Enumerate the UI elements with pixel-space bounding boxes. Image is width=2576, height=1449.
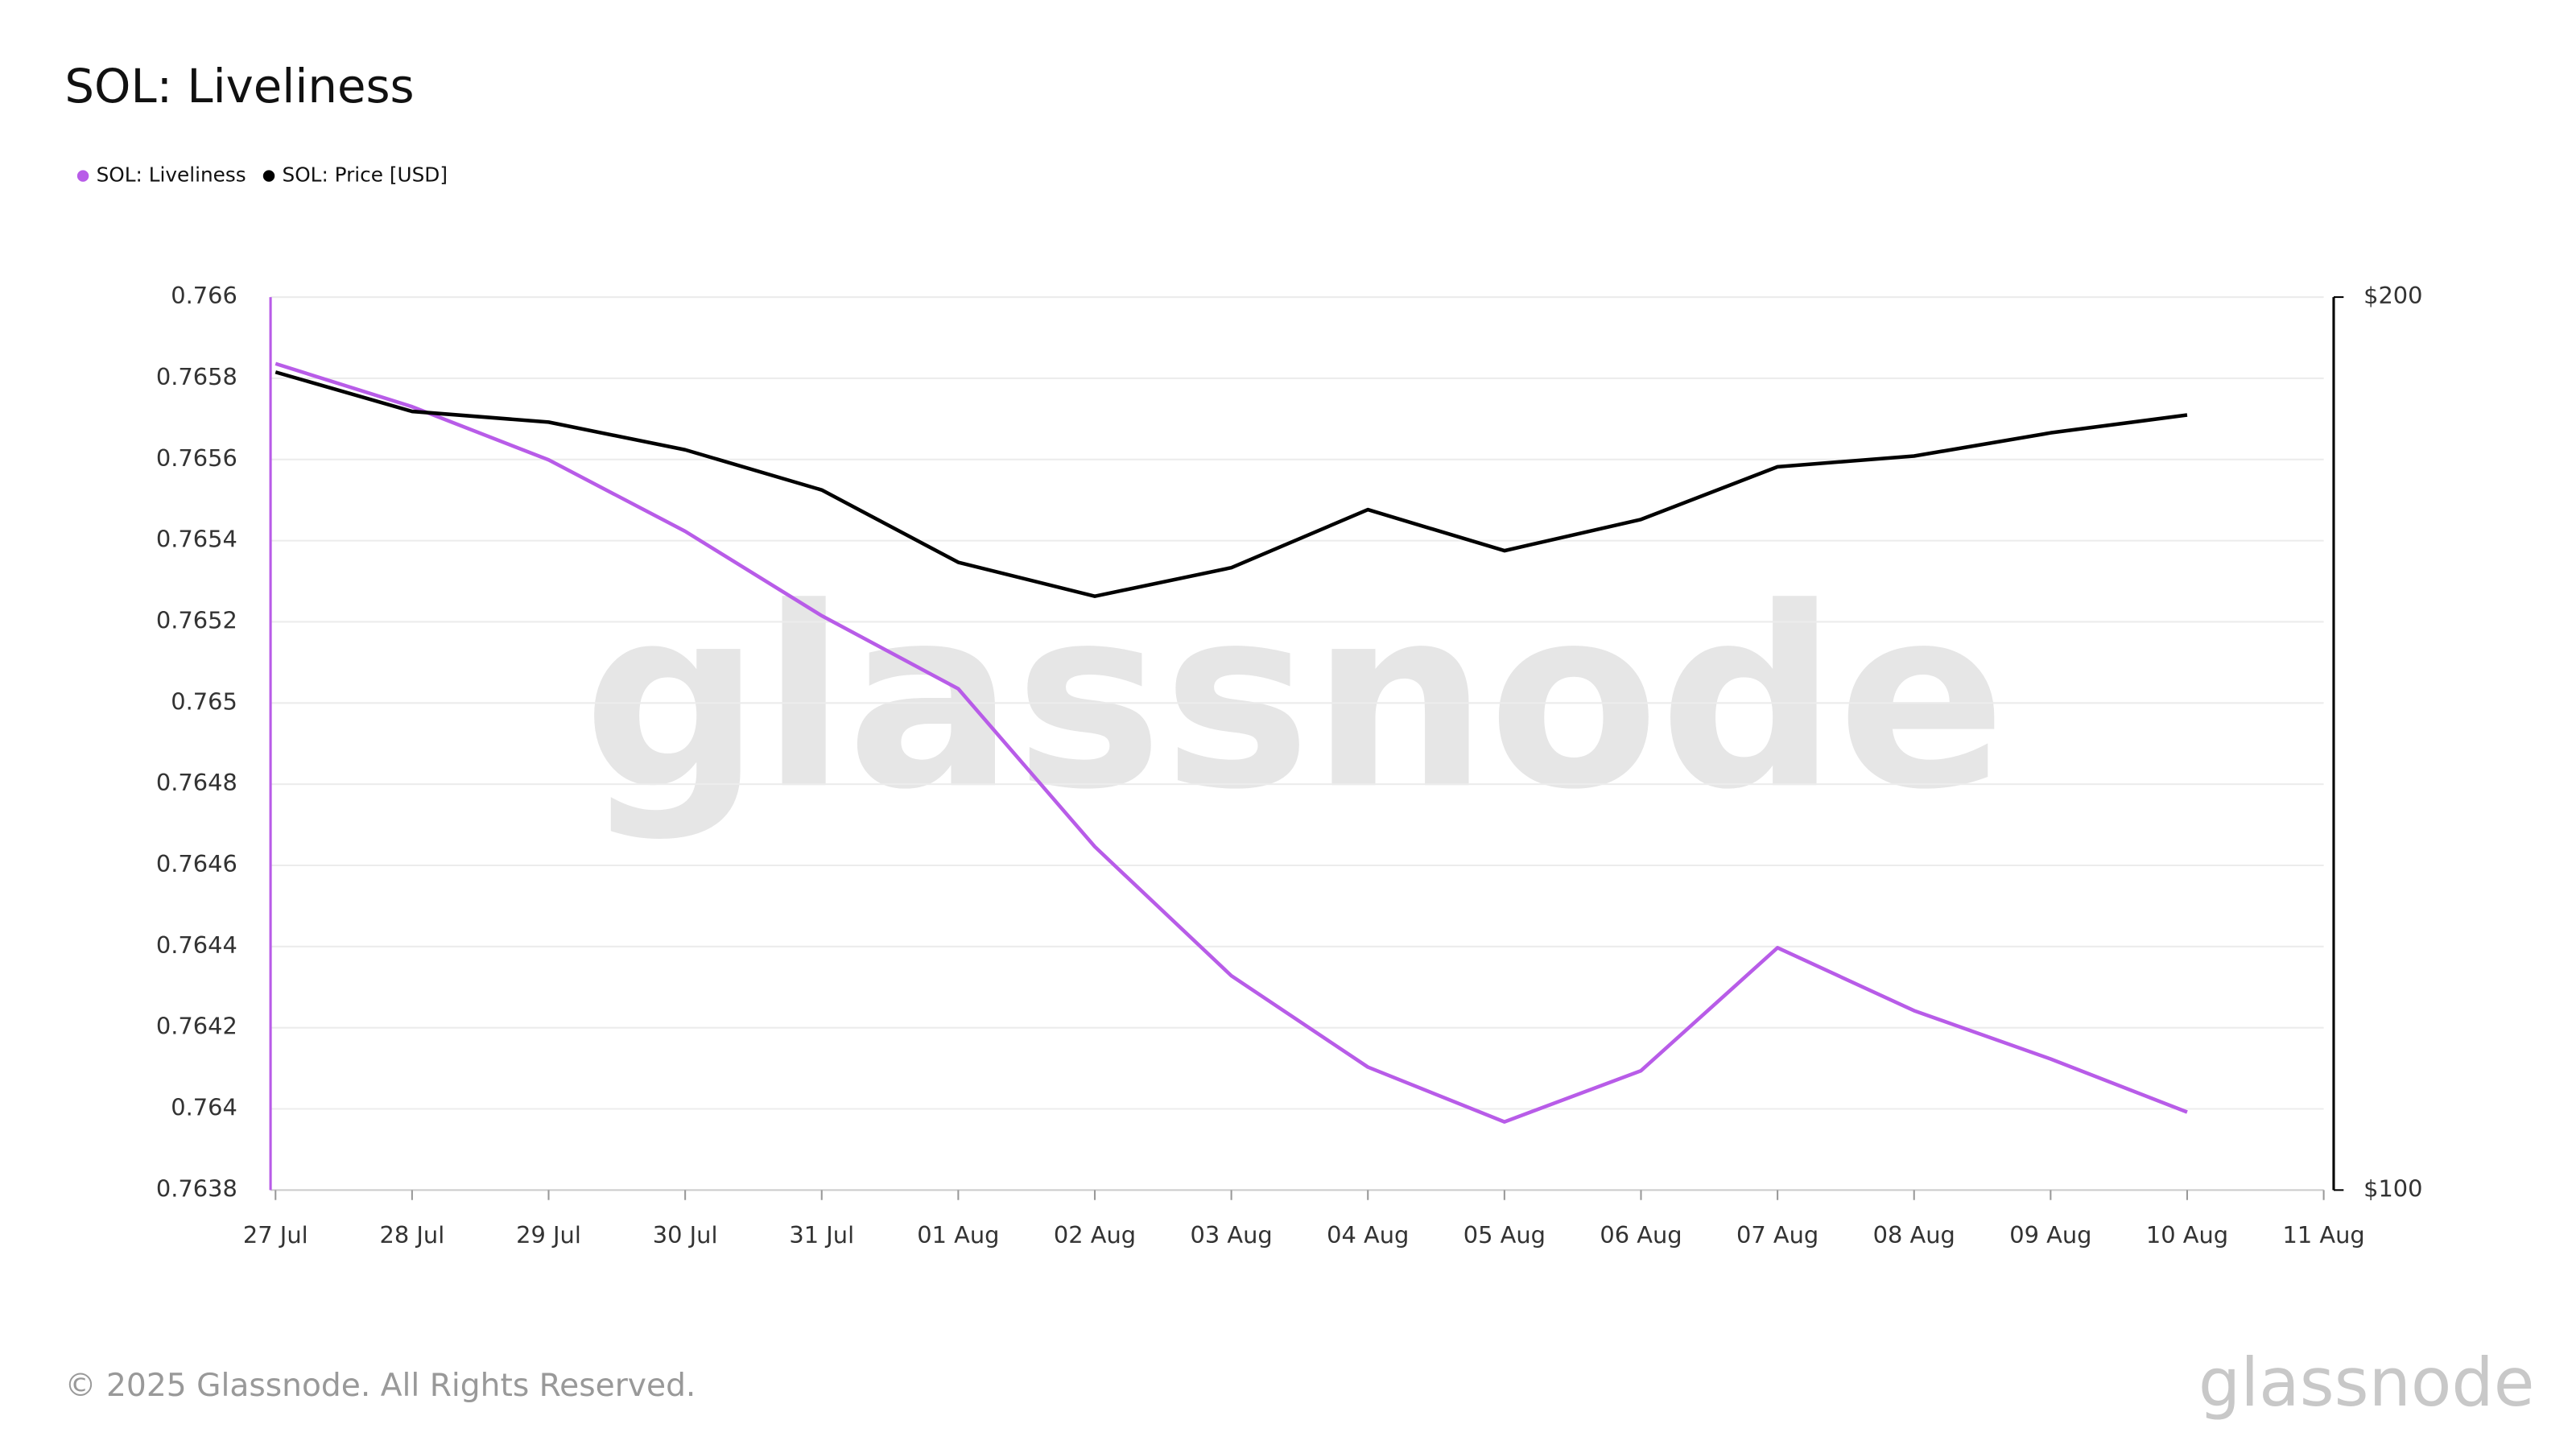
legend-label: SOL: Price [USD] xyxy=(283,163,448,187)
logo: glassnode xyxy=(2198,1344,2535,1422)
footer: © 2025 Glassnode. All Rights Reserved. xyxy=(64,1368,696,1404)
legend-marker xyxy=(76,170,89,182)
legend-label: SOL: Liveliness xyxy=(97,163,246,187)
legend: SOL: Liveliness SOL: Price [USD] xyxy=(76,163,448,187)
y-tick-label: 0.7652 xyxy=(156,606,237,634)
y-tick-label: 0.7642 xyxy=(156,1013,237,1040)
x-tick-label: 05 Aug xyxy=(1463,1221,1546,1249)
line-series xyxy=(275,361,2188,1124)
y-tick-label: 0.766 xyxy=(171,282,237,309)
x-tick-label: 27 Jul xyxy=(243,1221,308,1249)
y-tick-label: 0.7646 xyxy=(156,850,237,877)
y-tick-label: 0.7638 xyxy=(156,1174,237,1202)
y2-tick-label: $200 xyxy=(2363,282,2422,309)
y-tick-label: 0.7648 xyxy=(156,769,237,796)
watermark: glassnode xyxy=(583,554,2006,844)
y-tick-label: 0.765 xyxy=(171,687,237,715)
x-tick-label: 11 Aug xyxy=(2282,1221,2364,1249)
y-tick-label: 0.7656 xyxy=(156,444,237,472)
y-tick-label: 0.7654 xyxy=(156,526,237,553)
x-tick-label: 04 Aug xyxy=(1327,1221,1409,1249)
x-tick-label: 31 Jul xyxy=(789,1221,854,1249)
x-tick-label: 06 Aug xyxy=(1600,1221,1682,1249)
y-tick-label: 0.7658 xyxy=(156,363,237,390)
y-tick-label: 0.764 xyxy=(171,1094,237,1121)
x-tick-label: 02 Aug xyxy=(1054,1221,1136,1249)
x-tick-label: 03 Aug xyxy=(1190,1221,1272,1249)
x-tick-label: 29 Jul xyxy=(516,1221,581,1249)
x-tick-label: 01 Aug xyxy=(917,1221,999,1249)
x-tick-label: 09 Aug xyxy=(2009,1221,2091,1249)
x-tick-label: 28 Jul xyxy=(380,1221,445,1249)
y2-tick-label: $100 xyxy=(2363,1174,2422,1202)
line-series xyxy=(275,370,2188,598)
x-tick-label: 08 Aug xyxy=(1873,1221,1955,1249)
x-tick-label: 10 Aug xyxy=(2146,1221,2228,1249)
x-tick-label: 30 Jul xyxy=(653,1221,718,1249)
chart-title: SOL: Liveliness xyxy=(64,59,414,114)
x-tick-label: 07 Aug xyxy=(1736,1221,1818,1249)
legend-marker xyxy=(262,170,275,182)
y-tick-label: 0.7644 xyxy=(156,931,237,959)
